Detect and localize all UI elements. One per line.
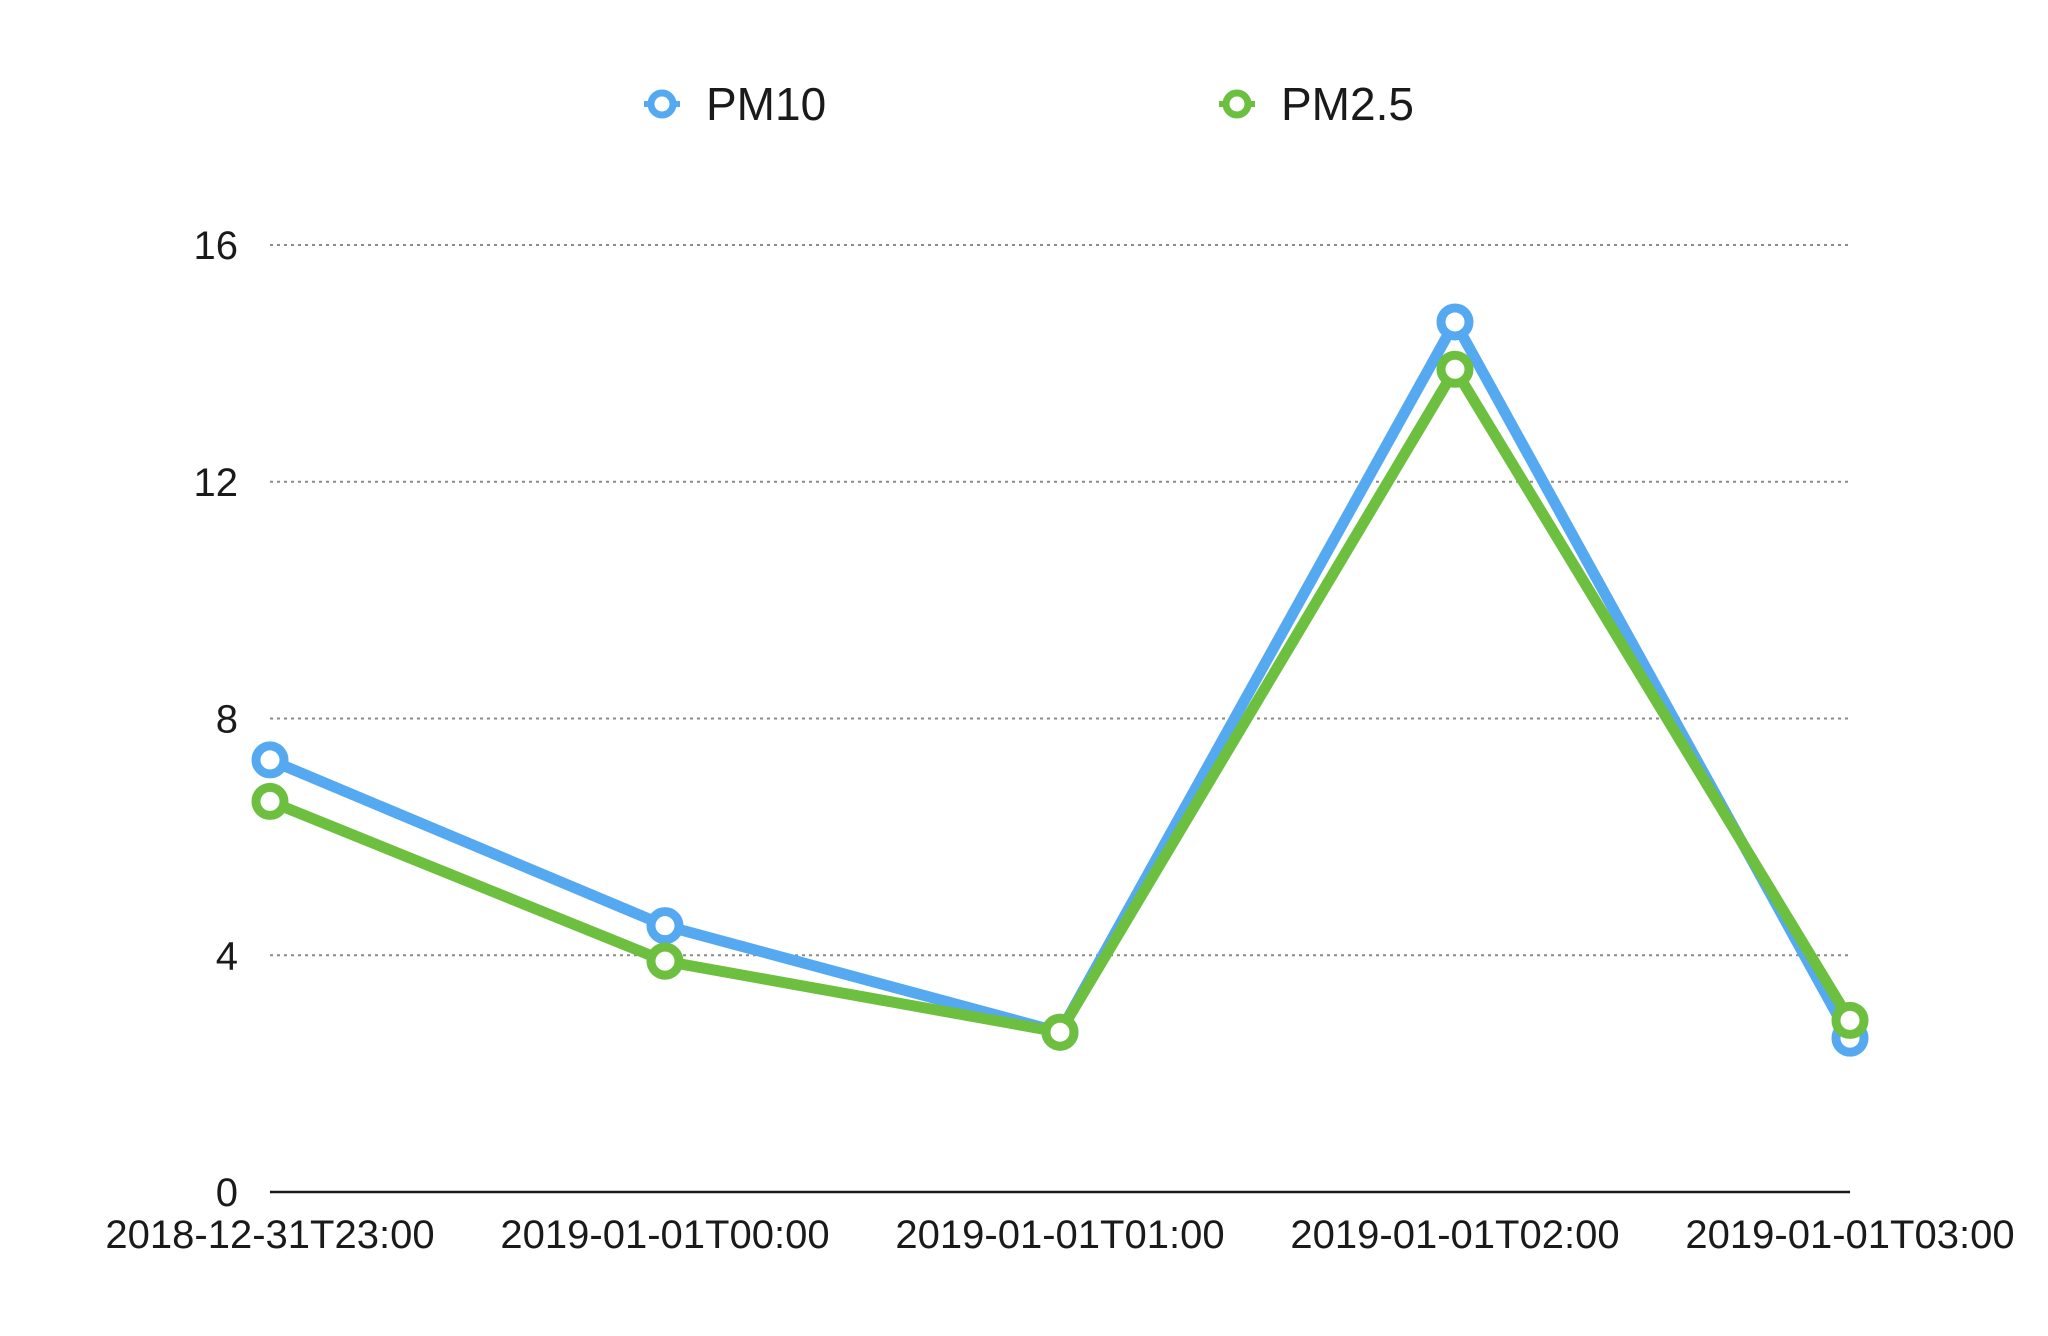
data-point xyxy=(251,782,289,820)
data-point xyxy=(1831,1001,1869,1039)
series-lines xyxy=(251,303,1869,1057)
x-axis: 2018-12-31T23:00 2019-01-01T00:00 2019-01-… xyxy=(105,1190,2015,1257)
legend-marker xyxy=(1222,89,1252,119)
x-tick-label: 2019-01-01T00:00 xyxy=(500,1213,829,1257)
x-tick-label: 2019-01-01T03:00 xyxy=(1685,1213,2014,1257)
chart-legend: PM10 PM2.5 xyxy=(644,78,1414,130)
data-point xyxy=(251,741,289,779)
legend-marker xyxy=(647,89,677,119)
series-line xyxy=(264,363,1856,1038)
y-tick-label: 12 xyxy=(194,461,239,505)
series-pm25 xyxy=(251,350,1869,1051)
x-tick-label: 2019-01-01T01:00 xyxy=(895,1213,1224,1257)
data-point xyxy=(1041,1013,1079,1051)
y-tick-label: 8 xyxy=(216,698,238,742)
data-point xyxy=(1436,303,1474,341)
legend-item: PM10 xyxy=(644,78,826,130)
data-point xyxy=(1436,350,1474,388)
x-tick-label: 2019-01-01T02:00 xyxy=(1290,1213,1619,1257)
y-axis: 0 4 8 12 16 xyxy=(194,224,239,1215)
gridlines xyxy=(270,244,1850,957)
x-tick-label: 2018-12-31T23:00 xyxy=(105,1213,434,1257)
y-tick-label: 0 xyxy=(216,1171,238,1215)
series-line xyxy=(264,316,1856,1044)
legend-label: PM2.5 xyxy=(1281,78,1414,130)
legend-item: PM2.5 xyxy=(1219,78,1414,130)
data-point xyxy=(646,942,684,980)
y-tick-label: 4 xyxy=(216,934,238,978)
data-point xyxy=(646,907,684,945)
series-pm10 xyxy=(251,303,1869,1057)
y-tick-label: 16 xyxy=(194,224,239,268)
legend-label: PM10 xyxy=(706,78,826,130)
